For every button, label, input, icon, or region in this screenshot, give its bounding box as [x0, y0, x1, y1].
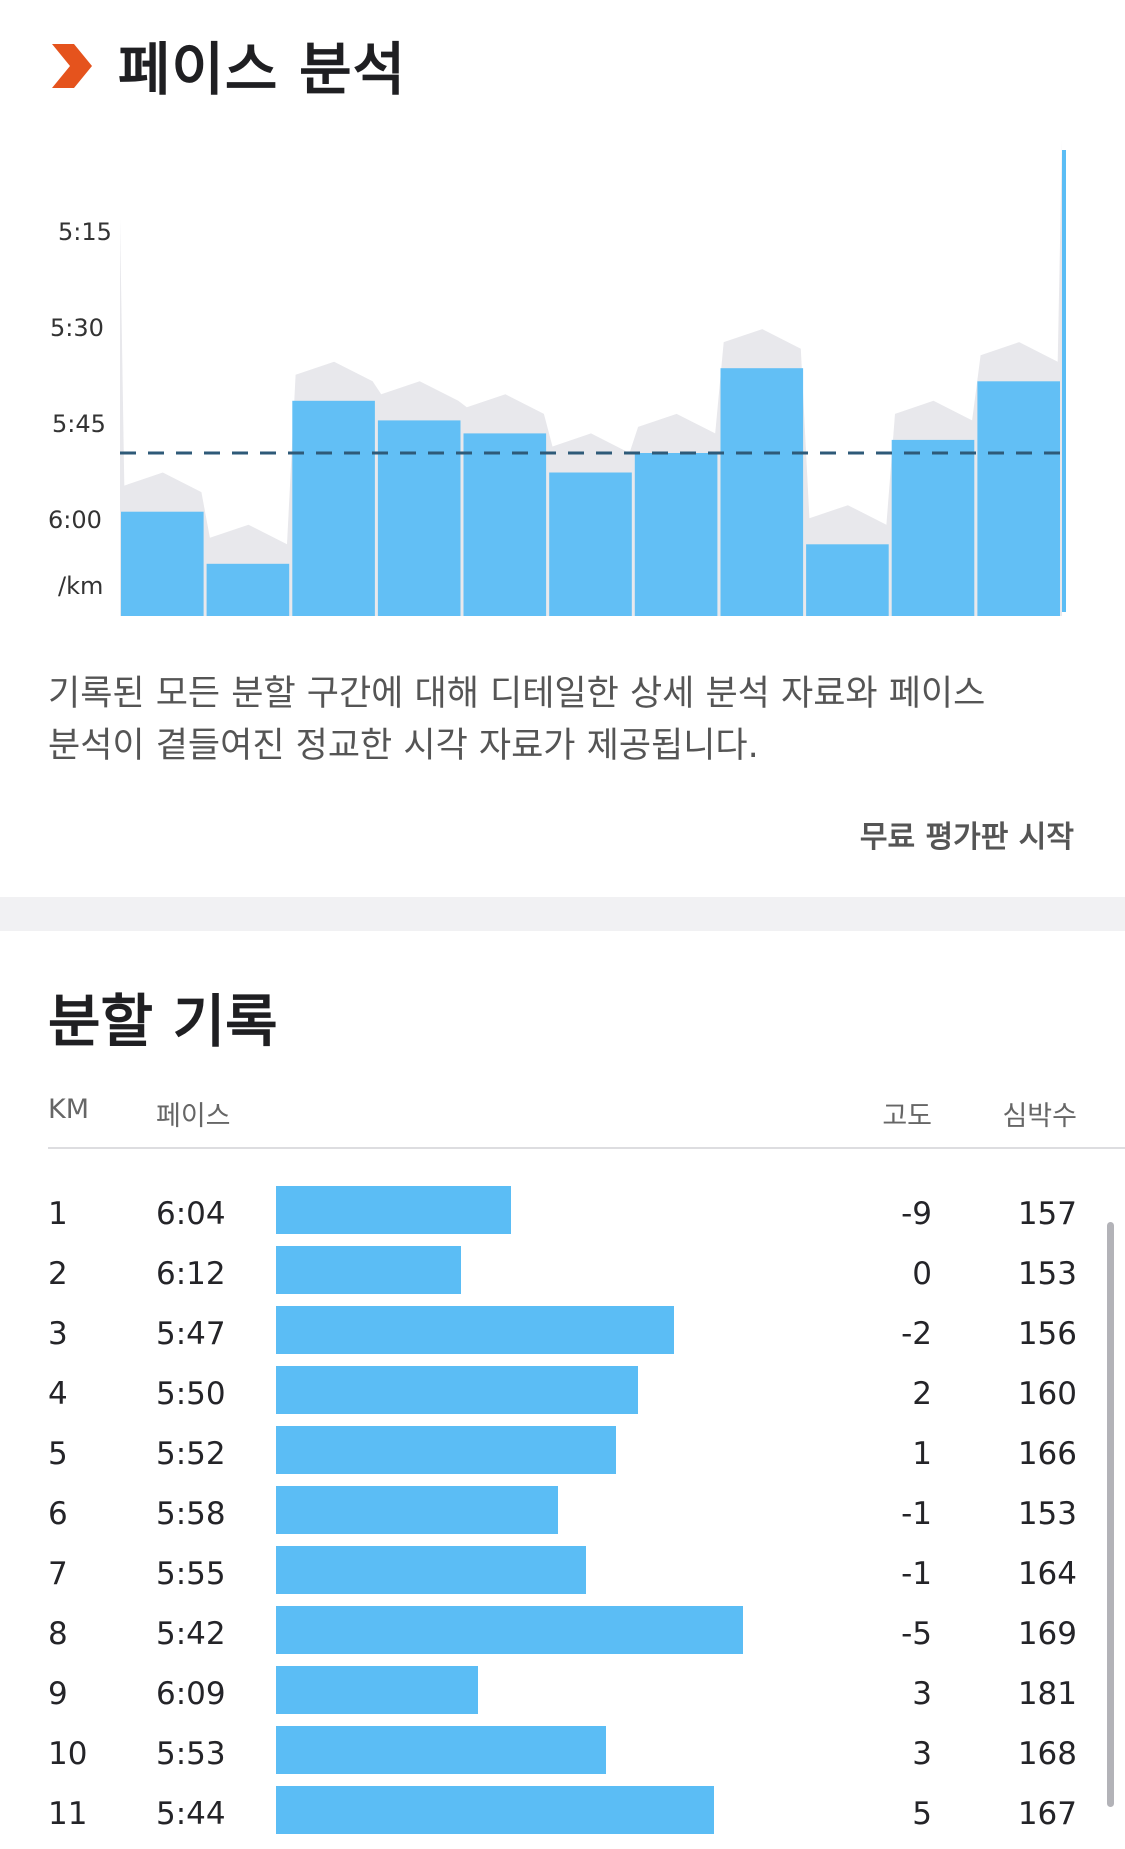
- header-pace: 페이스: [156, 1101, 231, 1132]
- table-row: 3 5:47 -2 156: [0, 1306, 1125, 1366]
- header-km: KM: [48, 1094, 90, 1125]
- split-pace: 5:50: [156, 1376, 226, 1412]
- y-tick-label: 5:15: [58, 218, 112, 246]
- split-elevation: 0: [912, 1256, 932, 1292]
- split-pace-bar: [276, 1366, 638, 1414]
- y-tick-label: 6:00: [48, 506, 102, 534]
- split-km: 2: [48, 1256, 68, 1292]
- split-elevation: -1: [901, 1496, 932, 1532]
- y-unit-label: /km: [58, 572, 104, 600]
- split-elevation: 2: [912, 1376, 932, 1412]
- section-divider: [0, 897, 1125, 931]
- split-pace: 5:52: [156, 1436, 226, 1472]
- split-pace-bar: [276, 1426, 616, 1474]
- pace-bar-km-9: [806, 544, 889, 616]
- table-row: 1 6:04 -9 157: [0, 1186, 1125, 1246]
- split-pace: 5:55: [156, 1556, 226, 1592]
- split-heart-rate: 156: [1017, 1316, 1077, 1352]
- table-row: 9 6:09 3 181: [0, 1666, 1125, 1726]
- table-row: 10 5:53 3 168: [0, 1726, 1125, 1786]
- split-km: 8: [48, 1616, 68, 1652]
- pace-bar-km-11: [977, 381, 1060, 616]
- split-heart-rate: 166: [1017, 1436, 1077, 1472]
- split-heart-rate: 157: [1017, 1196, 1077, 1232]
- y-tick-label: 5:30: [50, 314, 104, 342]
- split-km: 5: [48, 1436, 68, 1472]
- header-heart-rate: 심박수: [1002, 1101, 1077, 1132]
- table-row: 7 5:55 -1 164: [0, 1546, 1125, 1606]
- start-trial-link[interactable]: 무료 평가판 시작: [859, 820, 1074, 855]
- split-elevation: 1: [912, 1436, 932, 1472]
- split-pace-bar: [276, 1666, 478, 1714]
- pace-bar-km-5: [463, 433, 547, 616]
- split-km: 4: [48, 1376, 68, 1412]
- split-heart-rate: 181: [1017, 1676, 1077, 1712]
- pace-bar-km-2: [206, 563, 290, 616]
- split-km: 6: [48, 1496, 68, 1532]
- split-elevation: -1: [901, 1556, 932, 1592]
- split-pace-bar: [276, 1606, 743, 1654]
- split-km: 10: [48, 1736, 88, 1772]
- header-divider: [48, 1147, 1125, 1149]
- split-pace-bar: [276, 1246, 461, 1294]
- pace-bar-km-10: [891, 439, 975, 616]
- split-pace: 6:12: [156, 1256, 226, 1292]
- table-row: 5 5:52 1 166: [0, 1426, 1125, 1486]
- scrollbar[interactable]: [1107, 1222, 1114, 1807]
- description-line: 기록된 모든 분할 구간에 대해 디테일한 상세 분석 자료와 페이스: [48, 674, 986, 714]
- split-pace-bar: [276, 1726, 606, 1774]
- table-row: 8 5:42 -5 169: [0, 1606, 1125, 1666]
- split-km: 3: [48, 1316, 68, 1352]
- splits-title: 분할 기록: [48, 989, 278, 1055]
- split-heart-rate: 153: [1017, 1496, 1077, 1532]
- split-pace: 5:58: [156, 1496, 226, 1532]
- split-km: 7: [48, 1556, 68, 1592]
- pace-chart: [120, 140, 1066, 616]
- split-km: 1: [48, 1196, 68, 1232]
- split-pace-bar: [276, 1186, 511, 1234]
- split-pace-bar: [276, 1786, 714, 1834]
- y-tick-label: 5:45: [52, 410, 106, 438]
- chart-cursor: [1062, 150, 1066, 612]
- pace-bar-km-7: [634, 453, 718, 616]
- split-elevation: -5: [901, 1616, 932, 1652]
- split-heart-rate: 167: [1017, 1796, 1077, 1832]
- split-heart-rate: 153: [1017, 1256, 1077, 1292]
- table-row: 2 6:12 0 153: [0, 1246, 1125, 1306]
- split-pace: 5:42: [156, 1616, 226, 1652]
- split-pace: 6:04: [156, 1196, 226, 1232]
- split-heart-rate: 164: [1017, 1556, 1077, 1592]
- table-row: 4 5:50 2 160: [0, 1366, 1125, 1426]
- split-heart-rate: 168: [1017, 1736, 1077, 1772]
- header-elevation: 고도: [882, 1101, 932, 1132]
- chevron-right-icon: [52, 44, 92, 88]
- split-elevation: 3: [912, 1676, 932, 1712]
- split-elevation: -9: [901, 1196, 932, 1232]
- pace-bar-km-4: [377, 420, 461, 616]
- split-pace-bar: [276, 1306, 674, 1354]
- split-km: 9: [48, 1676, 68, 1712]
- description: 기록된 모든 분할 구간에 대해 디테일한 상세 분석 자료와 페이스 분석이 …: [48, 668, 1048, 772]
- split-km: 11: [48, 1796, 88, 1832]
- pace-bar-km-1: [121, 511, 204, 616]
- split-elevation: -2: [901, 1316, 932, 1352]
- split-pace: 5:47: [156, 1316, 226, 1352]
- description-line: 분석이 곁들여진 정교한 시각 자료가 제공됩니다.: [48, 726, 759, 766]
- split-elevation: 5: [912, 1796, 932, 1832]
- split-heart-rate: 169: [1017, 1616, 1077, 1652]
- pace-bar-km-6: [549, 472, 632, 616]
- table-row: 6 5:58 -1 153: [0, 1486, 1125, 1546]
- split-elevation: 3: [912, 1736, 932, 1772]
- table-row: 11 5:44 5 167: [0, 1786, 1125, 1846]
- split-pace: 6:09: [156, 1676, 226, 1712]
- pace-bar-km-8: [720, 368, 804, 616]
- pace-bar-km-3: [292, 400, 375, 616]
- split-pace-bar: [276, 1546, 586, 1594]
- split-pace: 5:53: [156, 1736, 226, 1772]
- split-heart-rate: 160: [1017, 1376, 1077, 1412]
- split-pace: 5:44: [156, 1796, 226, 1832]
- page-title: 페이스 분석: [118, 37, 407, 103]
- split-pace-bar: [276, 1486, 558, 1534]
